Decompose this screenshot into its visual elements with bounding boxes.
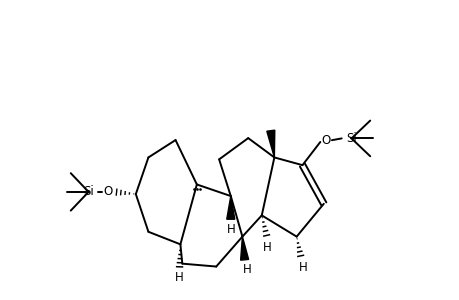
Text: H: H [262, 241, 271, 254]
Text: H: H [298, 261, 307, 274]
Polygon shape [226, 196, 234, 219]
Text: Si: Si [83, 185, 94, 198]
Text: H: H [226, 223, 235, 236]
Polygon shape [240, 237, 248, 260]
Text: O: O [103, 185, 112, 198]
Polygon shape [266, 130, 274, 158]
Text: O: O [321, 134, 330, 147]
Text: Si: Si [345, 132, 356, 145]
Text: H: H [175, 271, 184, 284]
Text: H: H [242, 263, 251, 276]
